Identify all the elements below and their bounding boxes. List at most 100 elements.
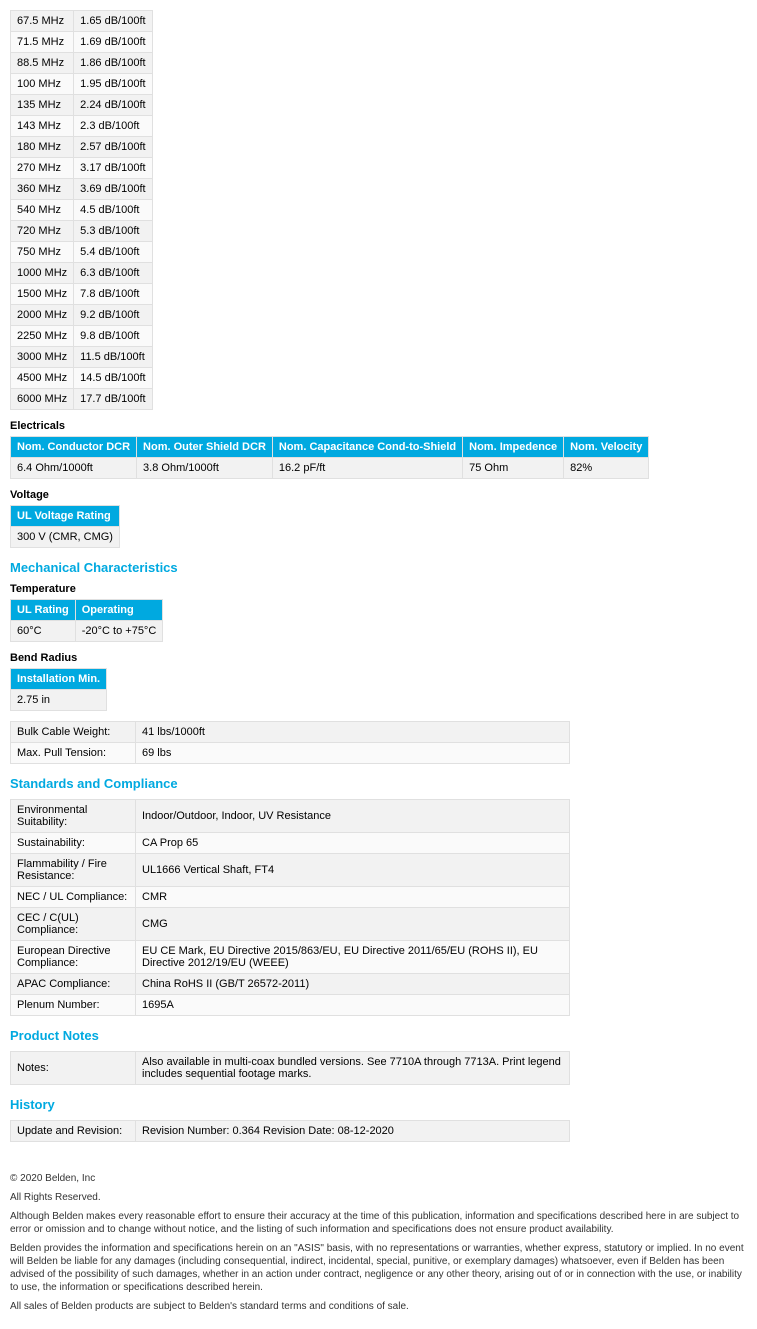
property-label: Environmental Suitability:: [11, 800, 136, 833]
cell: 14.5 dB/100ft: [74, 368, 152, 389]
table-row: European Directive Compliance:EU CE Mark…: [11, 941, 570, 974]
bend-radius-title: Bend Radius: [10, 652, 747, 664]
table-row: 71.5 MHz1.69 dB/100ft: [11, 32, 153, 53]
table-row: APAC Compliance:China RoHS II (GB/T 2657…: [11, 974, 570, 995]
cell: 750 MHz: [11, 242, 74, 263]
footer-p3: All sales of Belden products are subject…: [10, 1300, 747, 1313]
cell: 6.3 dB/100ft: [74, 263, 152, 284]
property-label: Plenum Number:: [11, 995, 136, 1016]
cell: 11.5 dB/100ft: [74, 347, 152, 368]
cell: 5.3 dB/100ft: [74, 221, 152, 242]
table-row: 1000 MHz6.3 dB/100ft: [11, 263, 153, 284]
footer-copyright: © 2020 Belden, Inc: [10, 1172, 747, 1185]
cell: 1000 MHz: [11, 263, 74, 284]
temperature-title: Temperature: [10, 583, 747, 595]
cell: 5.4 dB/100ft: [74, 242, 152, 263]
cell: 1.65 dB/100ft: [74, 11, 152, 32]
cell: 2.57 dB/100ft: [74, 137, 152, 158]
property-label: CEC / C(UL) Compliance:: [11, 908, 136, 941]
product-notes-table: Notes:Also available in multi-coax bundl…: [10, 1051, 570, 1085]
bend-radius-table: Installation Min. 2.75 in: [10, 668, 107, 711]
voltage-title: Voltage: [10, 489, 747, 501]
property-value: UL1666 Vertical Shaft, FT4: [136, 854, 570, 887]
table-row: 4500 MHz14.5 dB/100ft: [11, 368, 153, 389]
table-row: 750 MHz5.4 dB/100ft: [11, 242, 153, 263]
property-label: Sustainability:: [11, 833, 136, 854]
table-row: 3000 MHz11.5 dB/100ft: [11, 347, 153, 368]
cell: 6.4 Ohm/1000ft: [11, 458, 137, 479]
cell: 1.69 dB/100ft: [74, 32, 152, 53]
cell: 143 MHz: [11, 116, 74, 137]
property-value: Also available in multi-coax bundled ver…: [136, 1052, 570, 1085]
history-table: Update and Revision:Revision Number: 0.3…: [10, 1120, 570, 1142]
property-label: Update and Revision:: [11, 1121, 136, 1142]
cell: 100 MHz: [11, 74, 74, 95]
product-notes-title: Product Notes: [10, 1028, 747, 1043]
table-row: Bulk Cable Weight:41 lbs/1000ft: [11, 722, 570, 743]
property-value: CMG: [136, 908, 570, 941]
table-row: 88.5 MHz1.86 dB/100ft: [11, 53, 153, 74]
footer: © 2020 Belden, Inc All Rights Reserved. …: [0, 1162, 757, 1329]
temp-v0: 60°C: [11, 621, 76, 642]
table-row: 2000 MHz9.2 dB/100ft: [11, 305, 153, 326]
cell: 1.95 dB/100ft: [74, 74, 152, 95]
temp-h0: UL Rating: [11, 600, 76, 621]
table-row: 180 MHz2.57 dB/100ft: [11, 137, 153, 158]
cell: 1500 MHz: [11, 284, 74, 305]
table-row: Max. Pull Tension:69 lbs: [11, 743, 570, 764]
property-label: Bulk Cable Weight:: [11, 722, 136, 743]
property-value: 69 lbs: [136, 743, 570, 764]
column-header: Nom. Impedence: [463, 437, 564, 458]
cell: 3.69 dB/100ft: [74, 179, 152, 200]
cell: 3000 MHz: [11, 347, 74, 368]
property-value: 1695A: [136, 995, 570, 1016]
table-row: Notes:Also available in multi-coax bundl…: [11, 1052, 570, 1085]
footer-p2: Belden provides the information and spec…: [10, 1242, 747, 1294]
cell: 2250 MHz: [11, 326, 74, 347]
property-value: CA Prop 65: [136, 833, 570, 854]
property-label: Max. Pull Tension:: [11, 743, 136, 764]
mechanical-props-table: Bulk Cable Weight:41 lbs/1000ftMax. Pull…: [10, 721, 570, 764]
table-row: 360 MHz3.69 dB/100ft: [11, 179, 153, 200]
property-value: CMR: [136, 887, 570, 908]
property-value: China RoHS II (GB/T 26572-2011): [136, 974, 570, 995]
cell: 9.8 dB/100ft: [74, 326, 152, 347]
cell: 7.8 dB/100ft: [74, 284, 152, 305]
cell: 4.5 dB/100ft: [74, 200, 152, 221]
column-header: Nom. Outer Shield DCR: [137, 437, 273, 458]
property-label: Notes:: [11, 1052, 136, 1085]
cell: 360 MHz: [11, 179, 74, 200]
cell: 2.3 dB/100ft: [74, 116, 152, 137]
voltage-value: 300 V (CMR, CMG): [11, 527, 120, 548]
property-value: Revision Number: 0.364 Revision Date: 08…: [136, 1121, 570, 1142]
standards-title: Standards and Compliance: [10, 776, 747, 791]
table-row: 270 MHz3.17 dB/100ft: [11, 158, 153, 179]
property-label: European Directive Compliance:: [11, 941, 136, 974]
column-header: Nom. Velocity: [564, 437, 649, 458]
cell: 3.8 Ohm/1000ft: [137, 458, 273, 479]
table-row: 1500 MHz7.8 dB/100ft: [11, 284, 153, 305]
property-value: EU CE Mark, EU Directive 2015/863/EU, EU…: [136, 941, 570, 974]
table-row: NEC / UL Compliance:CMR: [11, 887, 570, 908]
property-label: APAC Compliance:: [11, 974, 136, 995]
property-label: Flammability / Fire Resistance:: [11, 854, 136, 887]
table-row: CEC / C(UL) Compliance:CMG: [11, 908, 570, 941]
property-value: Indoor/Outdoor, Indoor, UV Resistance: [136, 800, 570, 833]
cell: 270 MHz: [11, 158, 74, 179]
history-title: History: [10, 1097, 747, 1112]
cell: 88.5 MHz: [11, 53, 74, 74]
temp-v1: -20°C to +75°C: [75, 621, 163, 642]
table-row: 6000 MHz17.7 dB/100ft: [11, 389, 153, 410]
electricals-table: Nom. Conductor DCRNom. Outer Shield DCRN…: [10, 436, 649, 479]
standards-table: Environmental Suitability:Indoor/Outdoor…: [10, 799, 570, 1016]
temp-h1: Operating: [75, 600, 163, 621]
column-header: Nom. Capacitance Cond-to-Shield: [272, 437, 462, 458]
cell: 720 MHz: [11, 221, 74, 242]
bend-header: Installation Min.: [11, 669, 107, 690]
table-row: 143 MHz2.3 dB/100ft: [11, 116, 153, 137]
cell: 180 MHz: [11, 137, 74, 158]
cell: 67.5 MHz: [11, 11, 74, 32]
table-row: 720 MHz5.3 dB/100ft: [11, 221, 153, 242]
column-header: Nom. Conductor DCR: [11, 437, 137, 458]
voltage-table: UL Voltage Rating 300 V (CMR, CMG): [10, 505, 120, 548]
